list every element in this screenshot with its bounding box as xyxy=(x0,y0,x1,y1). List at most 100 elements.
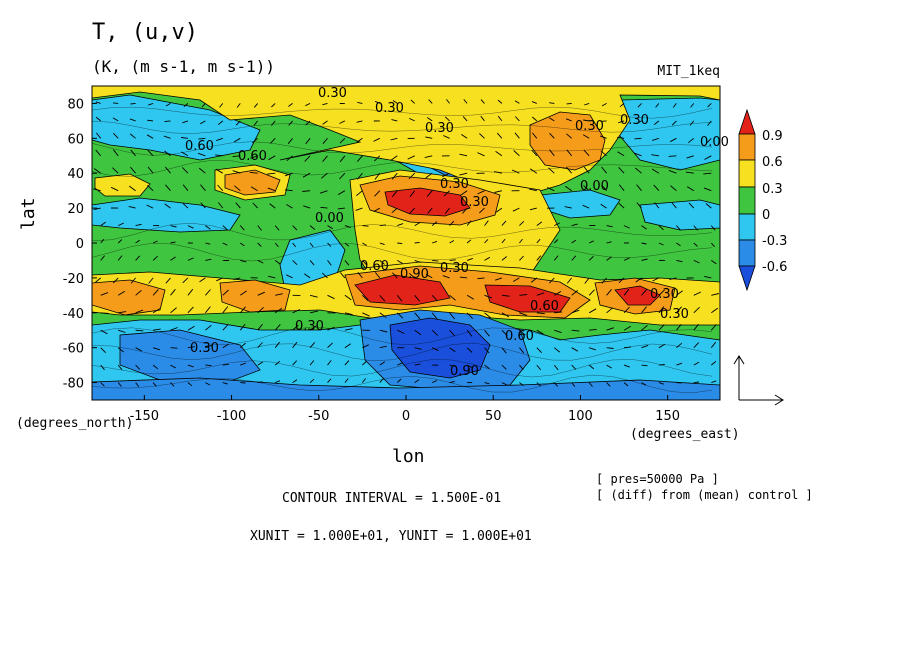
wind-vector xyxy=(584,277,590,284)
wind-vector xyxy=(711,380,717,384)
wind-vector xyxy=(443,135,450,139)
wind-vector xyxy=(235,120,241,126)
wind-vector xyxy=(170,347,178,349)
wind-vector xyxy=(635,120,642,125)
wind-vector xyxy=(705,203,712,209)
wind-vector xyxy=(147,149,154,157)
wind-vector xyxy=(304,273,311,279)
contour-label: 0.30 xyxy=(295,319,324,334)
wind-vector xyxy=(426,190,433,197)
wind-vector xyxy=(148,102,154,106)
wind-vector xyxy=(182,277,189,284)
wind-vector xyxy=(583,185,590,192)
wind-vector xyxy=(217,120,224,126)
wind-vector xyxy=(183,103,189,108)
wind-vector xyxy=(676,382,682,384)
wind-vector xyxy=(309,225,316,230)
wind-vector xyxy=(234,185,241,192)
wind-vector xyxy=(484,256,491,261)
wind-vector xyxy=(257,242,262,247)
wind-vector xyxy=(100,382,105,387)
wind-vector xyxy=(356,155,363,162)
wind-vector xyxy=(408,172,416,180)
field-south-east-hot xyxy=(614,285,661,306)
wind-vector xyxy=(641,242,647,245)
wind-vector xyxy=(566,166,573,174)
wind-vector xyxy=(536,238,541,244)
colorbar-segment xyxy=(738,239,756,267)
wind-vector xyxy=(292,341,298,348)
wind-vector xyxy=(327,294,335,300)
wind-vector xyxy=(670,185,677,192)
wind-vector xyxy=(676,290,683,296)
wind-vector xyxy=(374,172,381,180)
wind-vector xyxy=(484,329,490,337)
wind-vector xyxy=(118,311,127,314)
wind-vector xyxy=(466,312,473,319)
wind-vector xyxy=(676,362,683,366)
wind-vector xyxy=(344,360,350,366)
field-south-pacific-warm-1 xyxy=(92,279,166,316)
wind-vector xyxy=(671,120,677,126)
wind-vector xyxy=(135,382,140,387)
wind-vector xyxy=(339,272,346,279)
wind-vector xyxy=(668,169,677,174)
wind-vector xyxy=(432,240,438,244)
wind-vector xyxy=(425,136,433,139)
contour-label: 0.90 xyxy=(400,267,429,282)
wind-vector xyxy=(566,133,572,139)
wind-vector xyxy=(459,276,468,279)
wind-vector xyxy=(519,255,524,261)
wind-vector xyxy=(495,151,503,157)
wind-vector xyxy=(484,364,490,369)
wind-vector xyxy=(274,324,281,331)
wind-vector xyxy=(274,307,283,314)
wind-vector xyxy=(658,324,665,331)
wind-vector xyxy=(449,364,456,367)
wind-vector xyxy=(379,378,384,383)
wind-vector xyxy=(344,312,353,316)
wind-vector xyxy=(582,134,590,139)
wind-vector xyxy=(583,119,590,122)
dataset-label: MIT_1keq xyxy=(657,64,720,79)
wind-vector xyxy=(187,325,195,331)
wind-vector xyxy=(461,134,468,139)
wind-vector xyxy=(658,363,665,366)
wind-vector xyxy=(130,102,136,105)
wind-vector xyxy=(658,306,665,314)
wind-vector xyxy=(571,309,580,314)
wind-vector xyxy=(379,361,386,366)
wind-vector xyxy=(536,292,545,296)
wind-vector xyxy=(288,120,293,126)
wind-vector xyxy=(658,382,664,385)
colorbar-label: -0.6 xyxy=(762,260,787,275)
wind-vector xyxy=(566,102,572,105)
wind-vector xyxy=(339,155,346,163)
wind-vector xyxy=(606,225,613,228)
wind-vector xyxy=(477,190,485,195)
wind-vector xyxy=(222,242,228,246)
wind-vector xyxy=(479,133,485,139)
wind-vector xyxy=(654,202,660,209)
wind-vector xyxy=(321,172,328,179)
wind-vector xyxy=(547,187,555,192)
contour-line xyxy=(92,359,713,378)
wind-vector xyxy=(253,120,259,126)
wind-vector xyxy=(205,289,211,296)
wind-vector xyxy=(641,289,647,296)
wind-vector xyxy=(511,169,520,174)
wind-vector xyxy=(396,312,404,319)
wind-vector xyxy=(135,347,143,352)
wind-vector xyxy=(703,187,712,192)
wind-vector xyxy=(432,259,439,262)
wind-vector xyxy=(95,116,101,122)
wind-vector xyxy=(205,242,211,245)
wind-vector xyxy=(496,132,503,139)
wind-vector xyxy=(653,120,660,125)
wind-vector xyxy=(118,222,124,227)
wind-vector xyxy=(623,306,630,314)
wind-vector xyxy=(252,202,259,209)
wind-vector xyxy=(425,172,433,179)
wind-vector xyxy=(501,312,510,318)
wind-vector xyxy=(135,223,142,227)
